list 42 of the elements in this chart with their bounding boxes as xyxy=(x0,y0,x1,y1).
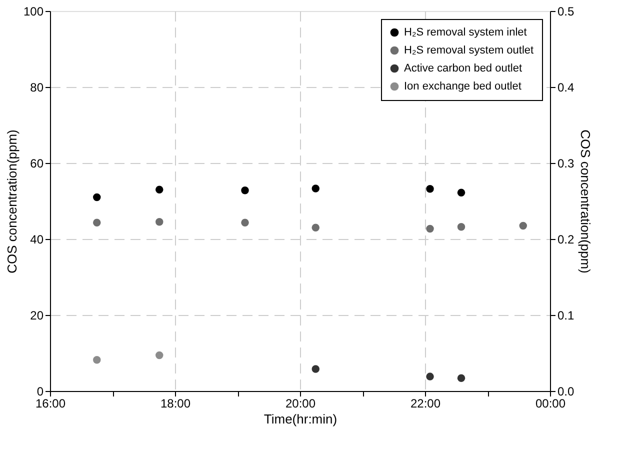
y2-tick-label: 0.0 xyxy=(558,384,575,398)
point xyxy=(156,218,164,226)
x-tick-label: 00:00 xyxy=(535,396,566,410)
point xyxy=(312,184,320,192)
point xyxy=(519,222,527,230)
point xyxy=(457,222,466,231)
y-tick-label: 0 xyxy=(36,384,44,398)
point xyxy=(312,365,320,373)
point xyxy=(241,218,249,227)
x-tick-label: 16:00 xyxy=(35,396,66,410)
y2-tick-label: 0.3 xyxy=(558,156,575,170)
point xyxy=(457,374,466,382)
point xyxy=(93,356,101,364)
y-tick-label: 80 xyxy=(30,80,44,94)
y2-axis-title: COS concentration(ppm) xyxy=(578,130,594,274)
legend-label: Ion exchange bed outlet xyxy=(404,80,522,92)
x-tick-label: 20:00 xyxy=(285,396,316,410)
y2-tick-label: 0.4 xyxy=(558,80,575,94)
y-tick-label: 20 xyxy=(30,308,44,322)
point xyxy=(156,351,164,360)
y-tick-label: 40 xyxy=(30,232,44,246)
point xyxy=(457,188,466,197)
y-axis-title: COS concentration(ppm) xyxy=(4,130,20,274)
point xyxy=(93,193,101,202)
point xyxy=(426,224,434,233)
y-tick-label: 60 xyxy=(30,156,44,170)
legend-label: H₂S removal system inlet xyxy=(404,26,527,38)
y-tick-label: 100 xyxy=(23,4,44,18)
point xyxy=(426,184,434,193)
legend-label: Active carbon bed outlet xyxy=(404,62,522,74)
point xyxy=(156,186,164,194)
point xyxy=(426,372,434,380)
legend-label: H₂S removal system outlet xyxy=(404,44,534,56)
x-tick-label: 18:00 xyxy=(160,396,191,410)
x-axis-title: Time(hr:min) xyxy=(264,412,338,426)
x-tick-label: 22:00 xyxy=(410,396,441,410)
y2-tick-label: 0.5 xyxy=(558,4,575,18)
point xyxy=(93,218,101,227)
y2-tick-label: 0.2 xyxy=(558,232,575,246)
y2-tick-label: 0.1 xyxy=(558,308,575,322)
point xyxy=(312,224,320,232)
point xyxy=(241,186,249,194)
